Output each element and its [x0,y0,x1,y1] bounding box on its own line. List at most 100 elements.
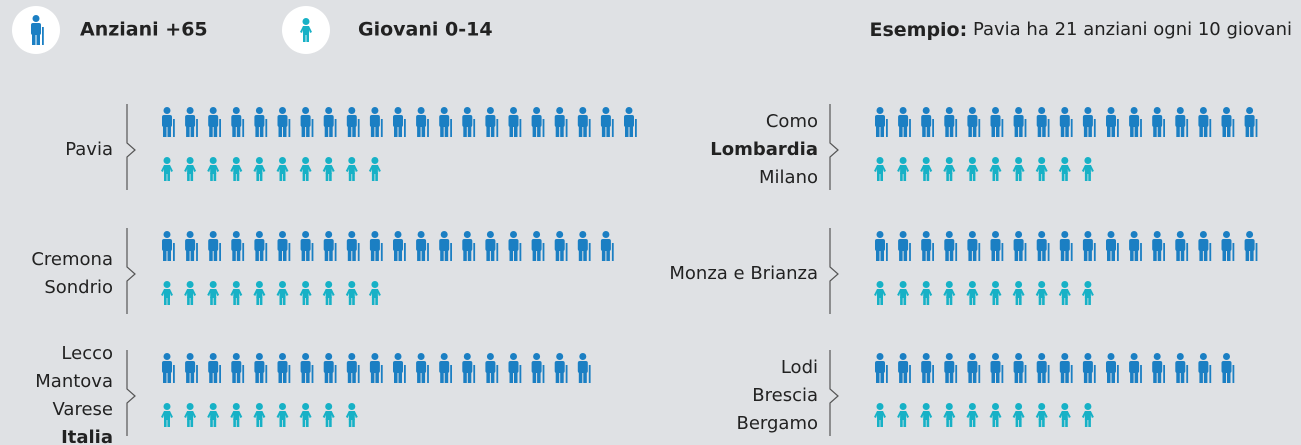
icon-leg [209,372,213,383]
icon-body [1106,239,1116,251]
elder-icon [1221,107,1235,137]
icon-cane [496,365,499,383]
legend-label: Anziani +65 [80,19,208,41]
icon-head [1015,157,1023,164]
icon-leg [1088,250,1092,261]
icon-leg [375,173,378,181]
icon-cane [1001,119,1004,137]
icon-head [232,157,240,164]
elder-icon [208,353,221,383]
icon-head [1199,107,1207,114]
icon-cane [886,243,888,261]
icon-head [209,353,217,360]
elder-icon [254,231,268,261]
icon-body [1036,361,1047,373]
elder-icon [1129,107,1142,137]
icon-body [162,361,172,373]
icon-head [1084,353,1092,360]
icon-leg [946,173,949,181]
young-icon [966,157,979,181]
icon-head [992,231,999,238]
icon-head [440,353,448,360]
icon-cane [473,243,476,261]
icon-leg [880,126,884,137]
elder-icon [898,107,911,137]
icon-body [1198,115,1209,127]
young-icon [1012,403,1025,427]
icon-head [579,353,587,360]
icon-leg [923,173,926,181]
icon-body [898,115,909,127]
icon-head [302,403,310,410]
icon-cane [611,243,614,261]
icon-head [992,353,999,360]
icon-cane [1163,365,1165,383]
young-icon [943,157,956,181]
icon-leg [903,250,908,261]
icon-leg [394,250,398,261]
icon-head [1038,157,1046,164]
icon-body [368,289,381,298]
icon-leg [421,372,426,383]
young-icon [322,157,335,181]
icon-leg [1061,173,1065,181]
icon-leg [1199,372,1203,383]
icon-body [944,239,955,251]
icon-leg [1060,126,1065,137]
icon-cane [404,119,406,137]
icon-leg [190,372,195,383]
icon-head [232,403,240,410]
icon-head [417,231,425,238]
icon-head [1061,107,1069,114]
icon-leg [486,250,490,261]
icon-leg [302,173,306,181]
icon-cane [886,365,888,383]
icon-head [163,231,171,238]
group-label: Milano [759,167,818,188]
icon-cane [1070,243,1073,261]
icon-body [967,361,978,373]
icon-leg [923,297,926,305]
icon-body [345,165,358,174]
icon-cane [1024,119,1027,137]
icon-leg [486,372,490,383]
icon-leg [1014,250,1019,261]
icon-leg [560,126,564,137]
icon-leg [1065,419,1068,427]
icon-leg [398,126,402,137]
icon-body [875,239,885,251]
icon-head [163,107,171,114]
icon-leg [186,250,190,261]
icon-body [508,239,519,251]
young-icon [943,281,956,305]
icon-body [967,115,978,127]
icon-head [209,403,217,410]
icon-leg [279,173,283,181]
icon-head [348,231,356,238]
icon-leg [325,173,329,181]
icon-body [254,239,265,251]
icon-head [463,231,471,238]
icon-leg [880,173,883,181]
icon-cane [565,365,568,383]
elder-icon [1129,231,1142,261]
icon-head [876,281,884,288]
icon-leg [440,126,444,137]
icon-cane [311,119,314,137]
icon-leg [278,126,282,137]
icon-leg [325,419,329,427]
icon-cane [219,243,221,261]
icon-cane [1209,243,1212,261]
icon-body [1082,115,1093,127]
icon-leg [371,297,375,305]
icon-body [1221,239,1232,251]
icon-body [277,115,288,127]
icon-leg [992,173,996,181]
icon-leg [306,34,309,42]
icon-body [31,23,41,35]
icon-leg [1199,126,1203,137]
icon-body [346,115,357,127]
icon-head [602,231,610,238]
icon-leg [1042,372,1046,383]
icon-head [163,281,171,288]
